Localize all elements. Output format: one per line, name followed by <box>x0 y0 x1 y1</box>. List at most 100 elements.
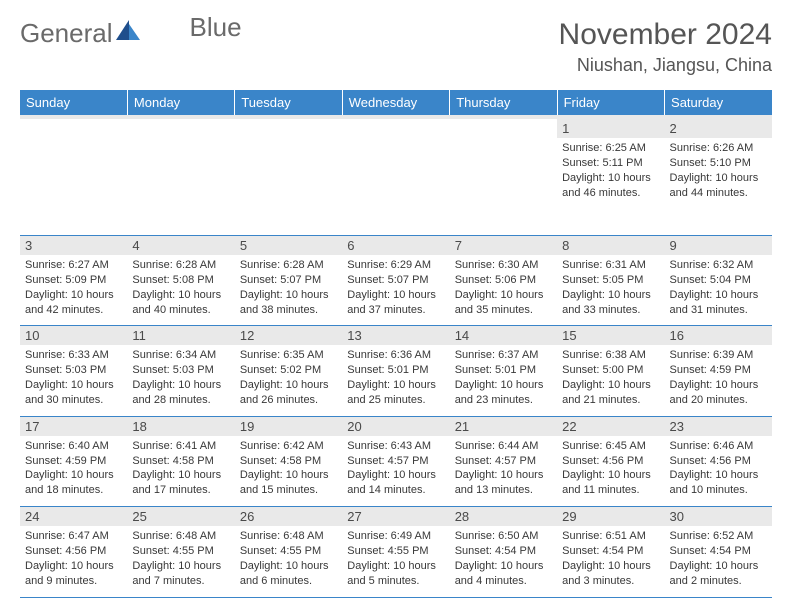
title-block: November 2024 Niushan, Jiangsu, China <box>559 18 772 76</box>
sunrise-text: Sunrise: 6:29 AM <box>347 258 444 273</box>
sunset-text: Sunset: 5:01 PM <box>347 363 444 378</box>
day-number: 23 <box>665 417 772 436</box>
day-body: Sunrise: 6:49 AMSunset: 4:55 PMDaylight:… <box>342 526 449 596</box>
sunrise-text: Sunrise: 6:46 AM <box>670 439 767 454</box>
day-number: 10 <box>20 326 127 345</box>
calendar-day: 15Sunrise: 6:38 AMSunset: 5:00 PMDayligh… <box>557 326 664 416</box>
calendar-day: 30Sunrise: 6:52 AMSunset: 4:54 PMDayligh… <box>665 507 772 597</box>
sunset-text: Sunset: 5:00 PM <box>562 363 659 378</box>
day-body: Sunrise: 6:37 AMSunset: 5:01 PMDaylight:… <box>450 345 557 415</box>
sunrise-text: Sunrise: 6:39 AM <box>670 348 767 363</box>
sunrise-text: Sunrise: 6:44 AM <box>455 439 552 454</box>
calendar-day <box>342 119 449 236</box>
day-body: Sunrise: 6:51 AMSunset: 4:54 PMDaylight:… <box>557 526 664 596</box>
sunset-text: Sunset: 4:54 PM <box>670 544 767 559</box>
daylight-text: Daylight: 10 hours and 7 minutes. <box>132 559 229 589</box>
daylight-text: Daylight: 10 hours and 31 minutes. <box>670 288 767 318</box>
sunrise-text: Sunrise: 6:51 AM <box>562 529 659 544</box>
calendar-day <box>235 119 342 236</box>
day-number: 27 <box>342 507 449 526</box>
day-body: Sunrise: 6:34 AMSunset: 5:03 PMDaylight:… <box>127 345 234 415</box>
brand-sail-icon <box>116 18 142 49</box>
day-number: 21 <box>450 417 557 436</box>
day-body: Sunrise: 6:26 AMSunset: 5:10 PMDaylight:… <box>665 138 772 208</box>
sunrise-text: Sunrise: 6:36 AM <box>347 348 444 363</box>
calendar-day: 18Sunrise: 6:41 AMSunset: 4:58 PMDayligh… <box>127 416 234 506</box>
daylight-text: Daylight: 10 hours and 5 minutes. <box>347 559 444 589</box>
daylight-text: Daylight: 10 hours and 25 minutes. <box>347 378 444 408</box>
day-number: 26 <box>235 507 342 526</box>
day-number: 18 <box>127 417 234 436</box>
day-body: Sunrise: 6:35 AMSunset: 5:02 PMDaylight:… <box>235 345 342 415</box>
day-body: Sunrise: 6:27 AMSunset: 5:09 PMDaylight:… <box>20 255 127 325</box>
day-body: Sunrise: 6:42 AMSunset: 4:58 PMDaylight:… <box>235 436 342 506</box>
sunset-text: Sunset: 4:59 PM <box>25 454 122 469</box>
daylight-text: Daylight: 10 hours and 10 minutes. <box>670 468 767 498</box>
calendar-day: 14Sunrise: 6:37 AMSunset: 5:01 PMDayligh… <box>450 326 557 416</box>
sunset-text: Sunset: 5:09 PM <box>25 273 122 288</box>
day-number: 22 <box>557 417 664 436</box>
calendar-day <box>20 119 127 236</box>
day-number: 2 <box>665 119 772 138</box>
calendar-day: 28Sunrise: 6:50 AMSunset: 4:54 PMDayligh… <box>450 507 557 597</box>
day-header: Thursday <box>450 90 557 115</box>
sunset-text: Sunset: 4:57 PM <box>347 454 444 469</box>
sunrise-text: Sunrise: 6:25 AM <box>562 141 659 156</box>
sunrise-text: Sunrise: 6:37 AM <box>455 348 552 363</box>
calendar-day: 27Sunrise: 6:49 AMSunset: 4:55 PMDayligh… <box>342 507 449 597</box>
sunset-text: Sunset: 5:04 PM <box>670 273 767 288</box>
day-body: Sunrise: 6:36 AMSunset: 5:01 PMDaylight:… <box>342 345 449 415</box>
sunset-text: Sunset: 4:56 PM <box>670 454 767 469</box>
day-number: 3 <box>20 236 127 255</box>
sunset-text: Sunset: 4:57 PM <box>455 454 552 469</box>
sunrise-text: Sunrise: 6:27 AM <box>25 258 122 273</box>
calendar-day <box>450 119 557 236</box>
day-number: 14 <box>450 326 557 345</box>
sunrise-text: Sunrise: 6:40 AM <box>25 439 122 454</box>
day-body: Sunrise: 6:31 AMSunset: 5:05 PMDaylight:… <box>557 255 664 325</box>
sunrise-text: Sunrise: 6:41 AM <box>132 439 229 454</box>
day-number: 28 <box>450 507 557 526</box>
sunset-text: Sunset: 5:05 PM <box>562 273 659 288</box>
daylight-text: Daylight: 10 hours and 40 minutes. <box>132 288 229 318</box>
sunset-text: Sunset: 5:07 PM <box>347 273 444 288</box>
day-number: 1 <box>557 119 664 138</box>
day-body: Sunrise: 6:44 AMSunset: 4:57 PMDaylight:… <box>450 436 557 506</box>
calendar-day: 21Sunrise: 6:44 AMSunset: 4:57 PMDayligh… <box>450 416 557 506</box>
daylight-text: Daylight: 10 hours and 2 minutes. <box>670 559 767 589</box>
day-body: Sunrise: 6:33 AMSunset: 5:03 PMDaylight:… <box>20 345 127 415</box>
sunrise-text: Sunrise: 6:48 AM <box>240 529 337 544</box>
daylight-text: Daylight: 10 hours and 35 minutes. <box>455 288 552 318</box>
calendar-week: 17Sunrise: 6:40 AMSunset: 4:59 PMDayligh… <box>20 416 772 506</box>
day-header-row: Sunday Monday Tuesday Wednesday Thursday… <box>20 90 772 115</box>
daylight-text: Daylight: 10 hours and 26 minutes. <box>240 378 337 408</box>
location-label: Niushan, Jiangsu, China <box>559 55 772 76</box>
calendar-day: 16Sunrise: 6:39 AMSunset: 4:59 PMDayligh… <box>665 326 772 416</box>
sunrise-text: Sunrise: 6:28 AM <box>132 258 229 273</box>
day-number: 20 <box>342 417 449 436</box>
header: General Blue November 2024 Niushan, Jian… <box>20 18 772 76</box>
daylight-text: Daylight: 10 hours and 23 minutes. <box>455 378 552 408</box>
day-number: 4 <box>127 236 234 255</box>
sunset-text: Sunset: 4:58 PM <box>240 454 337 469</box>
calendar-day: 12Sunrise: 6:35 AMSunset: 5:02 PMDayligh… <box>235 326 342 416</box>
sunrise-text: Sunrise: 6:45 AM <box>562 439 659 454</box>
daylight-text: Daylight: 10 hours and 15 minutes. <box>240 468 337 498</box>
sunrise-text: Sunrise: 6:33 AM <box>25 348 122 363</box>
brand-name-1: General <box>20 18 113 49</box>
sunset-text: Sunset: 5:06 PM <box>455 273 552 288</box>
day-number: 24 <box>20 507 127 526</box>
calendar-day: 2Sunrise: 6:26 AMSunset: 5:10 PMDaylight… <box>665 119 772 236</box>
calendar-day: 11Sunrise: 6:34 AMSunset: 5:03 PMDayligh… <box>127 326 234 416</box>
day-number: 13 <box>342 326 449 345</box>
sunset-text: Sunset: 4:56 PM <box>562 454 659 469</box>
daylight-text: Daylight: 10 hours and 33 minutes. <box>562 288 659 318</box>
sunrise-text: Sunrise: 6:26 AM <box>670 141 767 156</box>
day-body <box>127 177 234 235</box>
day-body: Sunrise: 6:48 AMSunset: 4:55 PMDaylight:… <box>127 526 234 596</box>
calendar-week: 1Sunrise: 6:25 AMSunset: 5:11 PMDaylight… <box>20 119 772 236</box>
sunrise-text: Sunrise: 6:38 AM <box>562 348 659 363</box>
day-number: 6 <box>342 236 449 255</box>
calendar-day: 10Sunrise: 6:33 AMSunset: 5:03 PMDayligh… <box>20 326 127 416</box>
daylight-text: Daylight: 10 hours and 42 minutes. <box>25 288 122 318</box>
